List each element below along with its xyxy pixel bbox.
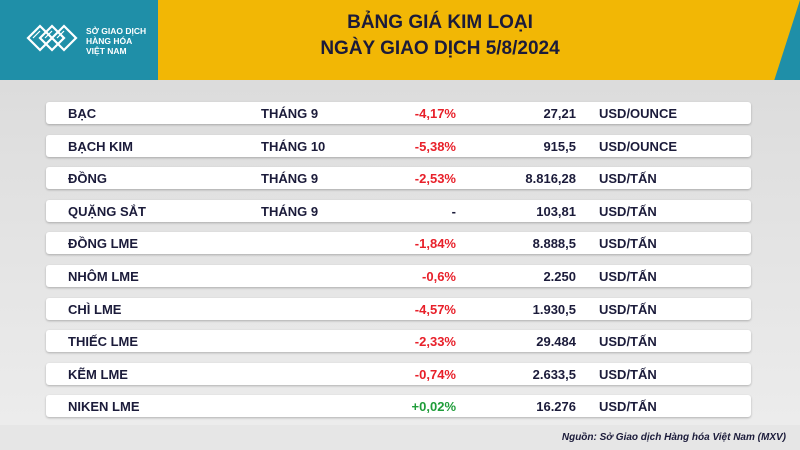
- title-banner: [158, 0, 800, 80]
- price-value: 2.633,5: [532, 366, 576, 382]
- price-unit: USD/TẤN: [599, 399, 657, 415]
- price-value: 16.276: [536, 399, 576, 415]
- page-title: BẢNG GIÁ KIM LOẠI NGÀY GIAO DỊCH 5/8/202…: [240, 10, 640, 62]
- commodity-name: NHÔM LME: [68, 269, 139, 284]
- table-row: ĐỒNG THÁNG 9 -2,53% 8.816,28 USD/TẤN: [46, 167, 751, 190]
- price-value: 27,21: [543, 106, 576, 121]
- contract-month: THÁNG 9: [261, 106, 319, 121]
- price-value: 8.888,5: [532, 236, 576, 252]
- title-line-2: NGÀY GIAO DỊCH 5/8/2024: [320, 38, 560, 59]
- table-row: ĐỒNG LME -1,84% 8.888,5 USD/TẤN: [46, 232, 751, 255]
- price-value: 1.930,5: [532, 301, 576, 317]
- title-line-1: BẢNG GIÁ KIM LOẠI: [347, 12, 533, 33]
- commodity-name: NIKEN LME: [68, 399, 140, 415]
- table-row: NIKEN LME +0,02% 16.276 USD/TẤN: [46, 395, 751, 418]
- commodity-name: BẠC: [68, 106, 97, 121]
- commodity-name: ĐỒNG: [68, 171, 107, 187]
- commodity-name: KẼM LME: [68, 366, 128, 382]
- commodity-name: CHÌ LME: [68, 301, 122, 317]
- price-value: 29.484: [536, 334, 576, 350]
- logo-mark-icon: [26, 24, 78, 52]
- price-unit: USD/TẤN: [599, 171, 657, 187]
- percent-change: -5,38%: [414, 138, 456, 154]
- percent-change: -2,33%: [414, 334, 456, 350]
- commodity-name: ĐỒNG LME: [68, 236, 139, 252]
- table-row: KẼM LME -0,74% 2.633,5 USD/TẤN: [46, 362, 751, 385]
- percent-change: -1,84%: [414, 236, 456, 252]
- price-unit: USD/OUNCE: [599, 138, 678, 154]
- commodity-name: THIẾC LME: [68, 334, 139, 350]
- percent-change: -2,53%: [414, 171, 456, 187]
- price-unit: USD/TẤN: [599, 236, 657, 252]
- price-unit: USD/TẤN: [599, 203, 657, 219]
- contract-month: THÁNG 9: [261, 171, 319, 187]
- price-value: 8.816,28: [525, 171, 576, 187]
- price-value: 103,81: [536, 203, 576, 219]
- table-row: BẠCH KIM THÁNG 10 -5,38% 915,5 USD/OUNCE: [46, 134, 751, 157]
- header-bar: SỞ GIAO DỊCH HÀNG HÓA VIỆT NAM BẢNG GIÁ …: [0, 0, 800, 80]
- price-unit: USD/TẤN: [599, 301, 657, 317]
- table-row: BẠC THÁNG 9 -4,17% 27,21 USD/OUNCE: [46, 102, 751, 124]
- logo-line-2: HÀNG HÓA: [86, 36, 133, 46]
- table-row: THIẾC LME -2,33% 29.484 USD/TẤN: [46, 330, 751, 353]
- commodity-name: QUẶNG SẮT: [68, 203, 146, 219]
- price-value: 2.250: [543, 269, 576, 284]
- percent-change: -0,6%: [422, 269, 456, 284]
- percent-change: -0,74%: [414, 366, 456, 382]
- logo-line-3: VIỆT NAM: [86, 46, 127, 56]
- price-unit: USD/TẤN: [599, 334, 657, 350]
- commodity-name: BẠCH KIM: [68, 138, 133, 154]
- table-row: CHÌ LME -4,57% 1.930,5 USD/TẤN: [46, 297, 751, 320]
- logo-text: SỞ GIAO DỊCH HÀNG HÓA VIỆT NAM: [86, 26, 146, 56]
- logo: SỞ GIAO DỊCH HÀNG HÓA VIỆT NAM: [24, 18, 184, 64]
- contract-month: THÁNG 10: [261, 138, 326, 154]
- price-unit: USD/TẤN: [599, 269, 657, 284]
- table-row: QUẶNG SẮT THÁNG 9 - 103,81 USD/TẤN: [46, 199, 751, 222]
- table-row: NHÔM LME -0,6% 2.250 USD/TẤN: [46, 265, 751, 287]
- contract-month: THÁNG 9: [261, 203, 319, 219]
- price-unit: USD/TẤN: [599, 366, 657, 382]
- percent-change: -: [451, 203, 456, 219]
- source-note: Nguồn: Sở Giao dịch Hàng hóa Việt Nam (M…: [561, 432, 786, 443]
- price-value: 915,5: [543, 138, 576, 154]
- percent-change: -4,17%: [414, 106, 456, 121]
- price-unit: USD/OUNCE: [599, 106, 678, 121]
- percent-change: +0,02%: [411, 399, 456, 415]
- percent-change: -4,57%: [414, 301, 456, 317]
- logo-line-1: SỞ GIAO DỊCH: [86, 26, 147, 36]
